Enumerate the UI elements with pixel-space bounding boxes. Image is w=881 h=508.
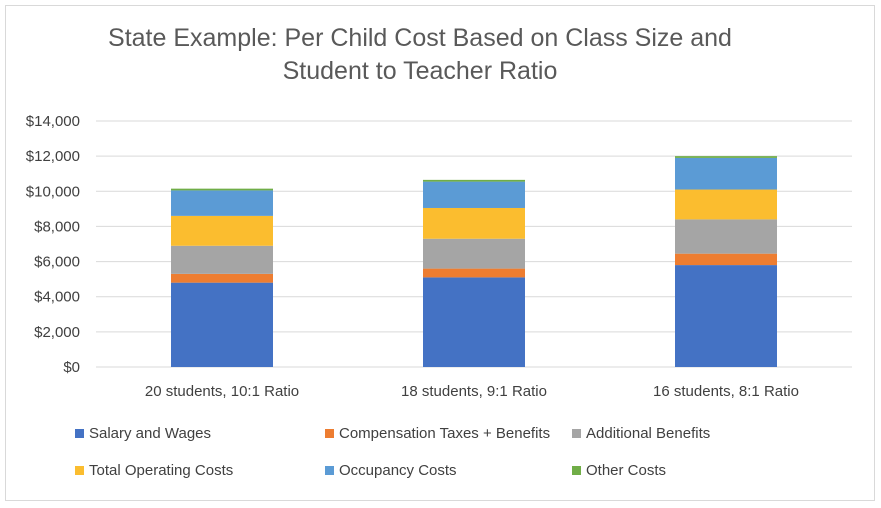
x-tick-label-2: 18 students, 9:1 Ratio — [401, 383, 547, 400]
x-tick-label-3: 16 students, 8:1 Ratio — [653, 383, 799, 400]
bar-occupancy-costs-1 — [171, 190, 273, 216]
bar-salary-and-wages-2 — [423, 277, 525, 367]
bar-additional-benefits-3 — [675, 219, 777, 254]
y-tick-label-2: $4,000 — [34, 289, 80, 306]
bar-compensation-taxes-benefits-3 — [675, 253, 777, 266]
y-tick-label-6: $12,000 — [26, 148, 80, 165]
bar-occupancy-costs-3 — [675, 157, 777, 190]
chart-title-line-2: Student to Teacher Ratio — [282, 57, 558, 85]
y-tick-label-4: $8,000 — [34, 218, 80, 235]
bar-compensation-taxes-benefits-2 — [423, 268, 525, 278]
bar-additional-benefits-2 — [423, 238, 525, 269]
y-tick-label-7: $14,000 — [26, 113, 80, 130]
x-tick-label-1: 20 students, 10:1 Ratio — [145, 383, 299, 400]
y-tick-label-3: $6,000 — [34, 254, 80, 271]
bar-other-costs-2 — [423, 179, 525, 182]
y-tick-label-5: $10,000 — [26, 183, 80, 200]
bar-salary-and-wages-1 — [171, 282, 273, 367]
bar-total-operating-costs-1 — [171, 215, 273, 246]
chart-title: State Example: Per Child Cost Based on C… — [0, 22, 840, 88]
bar-salary-and-wages-3 — [675, 265, 777, 367]
y-tick-label-1: $2,000 — [34, 324, 80, 341]
bar-additional-benefits-1 — [171, 245, 273, 274]
bar-total-operating-costs-2 — [423, 207, 525, 239]
bar-compensation-taxes-benefits-1 — [171, 273, 273, 283]
bar-total-operating-costs-3 — [675, 189, 777, 220]
bar-other-costs-1 — [171, 188, 273, 191]
bar-occupancy-costs-2 — [423, 181, 525, 208]
y-tick-label-0: $0 — [63, 359, 80, 376]
bar-other-costs-3 — [675, 156, 777, 158]
chart-title-line-1: State Example: Per Child Cost Based on C… — [108, 24, 732, 52]
